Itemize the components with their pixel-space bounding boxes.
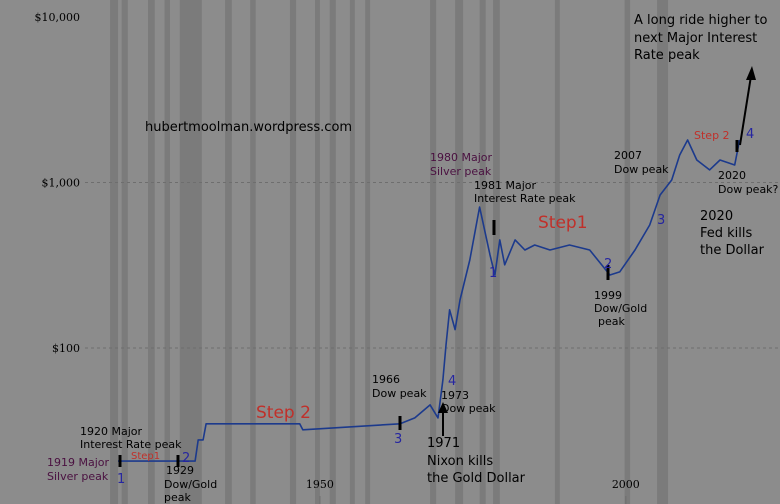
annotation: 1 [117,472,125,487]
recession-band [110,0,119,504]
arrowhead [438,402,448,413]
annotation: peak [598,315,625,328]
annotation: 1980 Major [430,151,493,164]
annotation: Step1 [131,451,160,462]
y-tick-label: $100 [52,342,80,355]
annotation: Dow peak [372,387,427,400]
annotation: Dow peak? [718,183,779,196]
recession-band [250,0,256,504]
annotation: Dow peak [614,163,669,176]
arrowhead [746,66,756,80]
recession-band [493,0,500,504]
y-tick-label: $10,000 [35,11,81,24]
annotation: next Major Interest [634,31,757,46]
recession-band [657,0,669,504]
annotation: 2007 [614,149,642,162]
annotation: 1981 Major [474,179,537,192]
recession-band [164,0,171,504]
recession-band [554,0,560,504]
recession-band [148,0,155,504]
annotation: 1966 [372,373,400,386]
annotation: 1920 Major [80,425,143,438]
recession-band [365,0,371,504]
annotation: 1971 [427,436,460,451]
annotation: 2020 [718,169,746,182]
arrow [739,75,752,146]
data-marks [118,139,741,462]
annotation: 2 [182,451,190,466]
annotation: Silver peak [47,470,109,483]
grid [85,181,780,504]
annotation: Interest Rate peak [474,192,576,205]
annotation: the Dollar [700,243,765,258]
annotation: Dow peak [441,402,496,415]
recession-band [289,0,297,504]
annotation: 2 [604,257,612,272]
price-line [118,139,741,462]
annotation: 1973 [441,389,469,402]
annotation: 3 [657,213,665,228]
annotation: A long ride higher to [634,13,767,28]
annotation: hubertmoolman.wordpress.com [145,120,352,135]
annotation: 4 [746,127,754,142]
annotation: Dow/Gold [164,478,217,491]
recession-band [225,0,232,504]
annotation: Dow/Gold [594,302,647,315]
annotation: Step 2 [256,403,311,423]
x-tick-label: 1950 [306,478,334,491]
recession-band [479,0,486,504]
annotation: Interest Rate peak [80,438,182,451]
annotation: Rate peak [634,48,700,63]
annotation: 4 [448,374,456,389]
annotation: Fed kills [700,226,753,241]
annotation: 1 [489,266,497,281]
decorations [118,66,756,467]
annotation: 2020 [700,209,733,224]
recession-band [121,0,128,504]
recession-band [430,0,437,504]
recession-band [179,0,202,504]
recession-band [624,0,631,504]
recession-band [329,0,336,504]
annotation: Step 2 [694,129,730,142]
annotation: Silver peak [430,165,492,178]
annotation: the Gold Dollar [427,471,526,486]
annotation: 1929 [166,464,194,477]
recession-band [315,0,320,504]
recession-bands [110,0,669,504]
annotation: Nixon kills [427,454,493,469]
annotation: 3 [394,432,402,447]
annotation: 1999 [594,289,622,302]
annotation: 1919 Major [47,456,110,469]
recession-band [455,0,464,504]
y-tick-label: $1,000 [42,176,81,189]
annotation: peak [164,491,191,504]
annotation: Step1 [538,213,588,233]
labels: $10,000 $1,000 $100 1950 2000 A long ride hig… [35,11,779,504]
recession-band [349,0,355,504]
x-tick-label: 2000 [612,478,640,491]
